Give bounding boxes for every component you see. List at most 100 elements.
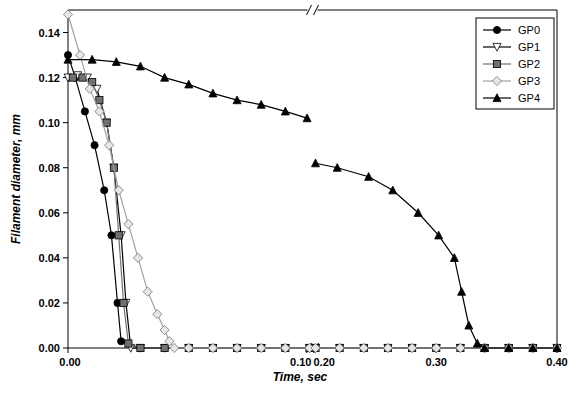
point [529, 344, 536, 351]
point [137, 344, 144, 351]
point [233, 96, 241, 104]
legend-marker [492, 76, 501, 85]
point [432, 343, 441, 352]
legend-label: GP1 [518, 41, 540, 53]
frame-top [68, 10, 310, 11]
x-axis-label: Time, sec [273, 370, 328, 384]
legend-marker [493, 94, 501, 102]
point [303, 114, 311, 122]
point [408, 343, 417, 352]
y-tick [63, 32, 68, 33]
point [125, 340, 132, 347]
x-tick-label: 0.10 [290, 356, 311, 368]
point [118, 338, 125, 345]
y-tick-label: 0.02 [39, 297, 60, 309]
point [336, 344, 343, 351]
point [335, 343, 344, 352]
point [312, 344, 319, 351]
y-tick-label: 0.00 [39, 342, 60, 354]
point [185, 80, 193, 88]
point [161, 344, 168, 351]
x-tick-label: 0.40 [546, 356, 567, 368]
point [136, 62, 144, 70]
axis-break [307, 5, 312, 15]
point [91, 142, 98, 149]
point [481, 344, 488, 351]
series-line [73, 78, 310, 348]
point [160, 325, 169, 334]
point [384, 344, 391, 351]
point [336, 344, 344, 352]
legend-box [476, 18, 554, 109]
point [96, 97, 103, 104]
point [257, 343, 266, 352]
y-tick-label: 0.08 [39, 162, 60, 174]
point [153, 310, 162, 319]
legend-marker [493, 60, 500, 67]
point [209, 344, 217, 352]
point [281, 107, 289, 115]
point [233, 344, 240, 351]
plot-data [63, 10, 561, 353]
point [88, 55, 96, 63]
point [529, 344, 537, 352]
point [185, 344, 193, 352]
point [457, 344, 464, 351]
axis-break [314, 5, 319, 15]
point [384, 344, 391, 351]
point [553, 344, 560, 351]
point [95, 107, 104, 116]
point [360, 344, 367, 351]
y-axis-label: Filament diameter, mm [9, 114, 23, 244]
y-tick-label: 0.06 [39, 207, 60, 219]
series-line [68, 75, 310, 348]
series-GP1 [64, 72, 561, 352]
y-tick [63, 122, 68, 123]
legend-label: GP2 [518, 58, 540, 70]
chart: 0.000.020.040.060.080.100.120.140.000.10… [0, 0, 581, 415]
point [365, 173, 373, 181]
y-tick [63, 212, 68, 213]
point [143, 287, 152, 296]
x-tick-label: 0.00 [59, 356, 80, 368]
point [359, 343, 368, 352]
point [360, 344, 368, 352]
point [258, 344, 265, 351]
point [456, 343, 465, 352]
legend-marker [493, 43, 501, 51]
point [473, 339, 481, 347]
y-tick [63, 348, 68, 349]
point [312, 344, 319, 351]
point [433, 344, 440, 351]
point [161, 344, 168, 351]
point [136, 344, 144, 352]
point [553, 344, 561, 352]
point [529, 344, 536, 351]
point [208, 343, 217, 352]
legend-label: GP3 [518, 75, 540, 87]
point [435, 231, 443, 239]
point [505, 344, 512, 351]
y-ticks: 0.000.020.040.060.080.100.120.14 [39, 27, 68, 354]
y-tick-label: 0.14 [39, 27, 61, 39]
point [184, 343, 193, 352]
point [481, 344, 489, 352]
series-line [68, 55, 310, 348]
point [104, 141, 113, 150]
point [414, 209, 422, 217]
x-tick-label: 0.30 [426, 356, 447, 368]
point [333, 164, 341, 172]
legend-label: GP4 [518, 92, 540, 104]
point [383, 343, 392, 352]
series-line [316, 163, 558, 348]
point [258, 344, 265, 351]
point [108, 232, 115, 239]
point [232, 343, 241, 352]
y-tick [63, 302, 68, 303]
point [103, 119, 110, 126]
point [553, 344, 560, 351]
frame-right [557, 10, 558, 348]
frame-top [316, 10, 558, 11]
point [112, 58, 120, 66]
point [124, 219, 133, 228]
